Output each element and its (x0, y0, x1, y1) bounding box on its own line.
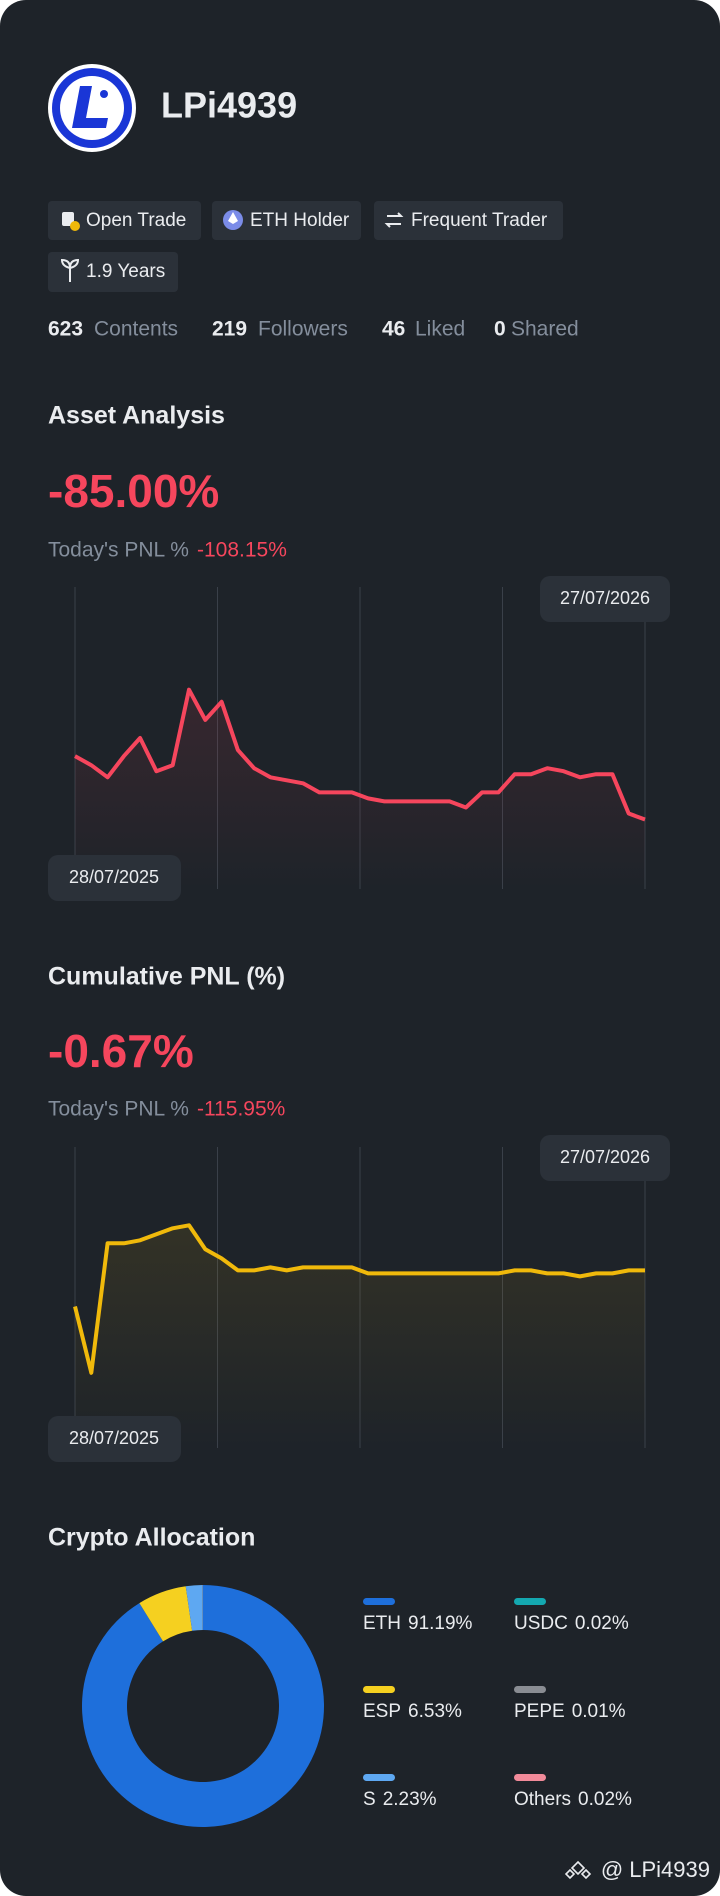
pnl-label: Today's PNL % (48, 539, 189, 562)
end-date: 27/07/2026 (560, 1147, 650, 1167)
legend-label: S (363, 1789, 376, 1810)
watermark-icon (564, 1860, 592, 1880)
watermark: @ LPi4939 (601, 1857, 710, 1882)
line (74, 687, 646, 822)
section-title: Asset Analysis (48, 402, 225, 430)
badge: Open Trade (86, 210, 186, 231)
donut-slice (82, 1585, 325, 1827)
avatar[interactable] (48, 64, 136, 152)
line (73, 1223, 645, 1375)
date-box (48, 1416, 181, 1462)
badge: 1.9 Years (86, 261, 165, 282)
stat-label: Contents (94, 318, 178, 341)
date-box (48, 855, 181, 901)
legend-label: Others (514, 1789, 571, 1810)
section-title: Cumulative PNL (%) (48, 963, 285, 991)
stat-label: Followers (258, 318, 348, 341)
pnl-value: -115.95% (197, 1098, 285, 1121)
legend-value: 0.01% (572, 1701, 626, 1722)
area (75, 689, 645, 889)
legend-value: 91.19% (408, 1613, 473, 1634)
legend-label: ETH (363, 1613, 401, 1634)
badge: ETH Holder (250, 210, 350, 231)
stat-label: Shared (511, 318, 579, 341)
date-box (540, 576, 670, 622)
legend-swatch (363, 1598, 395, 1605)
username: LPi4939 (161, 85, 297, 126)
legend-label: USDC (514, 1613, 568, 1634)
pnl-label: Today's PNL % (48, 1098, 189, 1121)
stat-value: 623 (48, 318, 83, 341)
stat-value: 46 (382, 318, 405, 341)
area (75, 1225, 645, 1448)
badge: Frequent Trader (411, 210, 548, 231)
legend-swatch (514, 1774, 546, 1781)
donut-slice (139, 1586, 193, 1642)
section-title: Crypto Allocation (48, 1524, 255, 1552)
legend-swatch (514, 1686, 546, 1693)
legend-value: 0.02% (578, 1789, 632, 1810)
headline-value: -0.67% (48, 1025, 194, 1077)
end-date: 27/07/2026 (560, 588, 650, 608)
stat-label: Liked (415, 318, 465, 341)
legend-swatch (514, 1598, 546, 1605)
legend-value: 2.23% (383, 1789, 437, 1810)
start-date: 28/07/2025 (69, 1428, 159, 1448)
start-date: 28/07/2025 (69, 867, 159, 887)
stat-value: 0 (494, 318, 506, 341)
pnl-value: -108.15% (197, 539, 287, 562)
legend-value: 6.53% (408, 1701, 462, 1722)
badge-icons (48, 201, 563, 292)
stat-value: 219 (212, 318, 247, 341)
date-box (540, 1135, 670, 1181)
headline-value: -85.00% (48, 465, 219, 517)
legend-label: ESP (363, 1701, 401, 1722)
legend-value: 0.02% (575, 1613, 629, 1634)
legend-swatch (363, 1774, 395, 1781)
legend-swatch (363, 1686, 395, 1693)
legend-label: PEPE (514, 1701, 565, 1722)
donut-slice (185, 1585, 203, 1631)
